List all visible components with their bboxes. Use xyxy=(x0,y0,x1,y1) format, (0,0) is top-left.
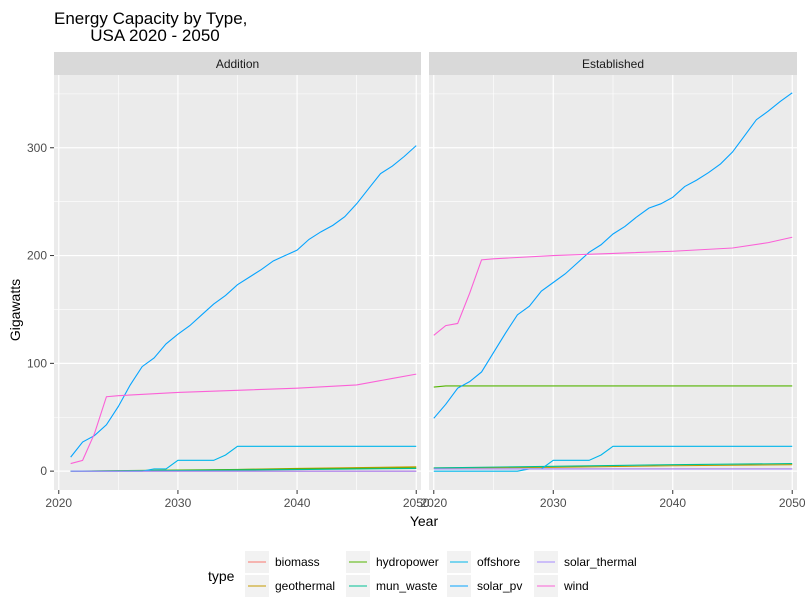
facet-strip-label: Addition xyxy=(216,57,259,71)
legend-item-geothermal: geothermal xyxy=(245,575,335,597)
legend-label: solar_pv xyxy=(477,579,522,593)
chart-title-line1: Energy Capacity by Type, xyxy=(54,9,247,28)
series-line-wind xyxy=(70,373,417,465)
legend-title: type xyxy=(208,568,235,584)
legend-item-offshore: offshore xyxy=(447,551,520,573)
legend-item-wind: wind xyxy=(534,575,589,597)
facet-panels: Addition 2020 2030 2040 2050 0 100 200 300 Establ… xyxy=(27,52,805,510)
legend-label: biomass xyxy=(275,555,320,569)
legend-label: offshore xyxy=(477,555,520,569)
y-tick-label: 0 xyxy=(40,464,47,478)
chart-title-line2: USA 2020 - 2050 xyxy=(90,26,219,45)
legend-item-biomass: biomass xyxy=(245,551,320,573)
legend-label: solar_thermal xyxy=(564,555,637,569)
x-tick-label: 2050 xyxy=(403,496,430,510)
legend-label: mun_waste xyxy=(376,579,438,593)
y-tick-label: 100 xyxy=(27,356,47,370)
y-tick-label: 300 xyxy=(27,141,47,155)
facet-panel-addition: Addition 2020 2030 2040 2050 0 100 200 300 xyxy=(27,52,430,510)
facet-strip xyxy=(429,52,797,75)
x-tick-label: 2030 xyxy=(165,496,192,510)
x-tick-label: 2040 xyxy=(659,496,686,510)
series-line-offshore xyxy=(70,445,417,472)
facet-panel-established: Established 2020 2030 2040 2050 xyxy=(420,52,805,510)
x-tick-label: 2030 xyxy=(540,496,567,510)
x-tick-label: 2020 xyxy=(45,496,72,510)
legend-item-solar_pv: solar_pv xyxy=(447,575,522,597)
legend: type biomass geothermal hydropower mun_wast… xyxy=(208,551,637,597)
legend-item-mun_waste: mun_waste xyxy=(346,575,438,597)
legend-label: hydropower xyxy=(376,555,439,569)
x-tick-label: 2020 xyxy=(420,496,447,510)
series-line-solar_pv xyxy=(70,145,417,458)
x-axis-title: Year xyxy=(410,513,439,529)
y-tick-label: 200 xyxy=(27,249,47,263)
legend-label: geothermal xyxy=(275,579,335,593)
legend-item-hydropower: hydropower xyxy=(346,551,439,573)
series-line-offshore xyxy=(433,445,793,472)
series-line-hydropower xyxy=(433,385,793,388)
facet-strip-label: Established xyxy=(582,57,644,71)
legend-label: wind xyxy=(563,579,589,593)
x-tick-label: 2040 xyxy=(284,496,311,510)
x-tick-label: 2050 xyxy=(779,496,805,510)
series-line-wind xyxy=(433,236,793,336)
series-line-mun_waste xyxy=(433,463,793,469)
legend-item-solar_thermal: solar_thermal xyxy=(534,551,637,573)
y-axis-title: Gigawatts xyxy=(7,279,23,341)
series-line-solar_pv xyxy=(433,92,793,419)
facet-strip xyxy=(54,52,421,75)
